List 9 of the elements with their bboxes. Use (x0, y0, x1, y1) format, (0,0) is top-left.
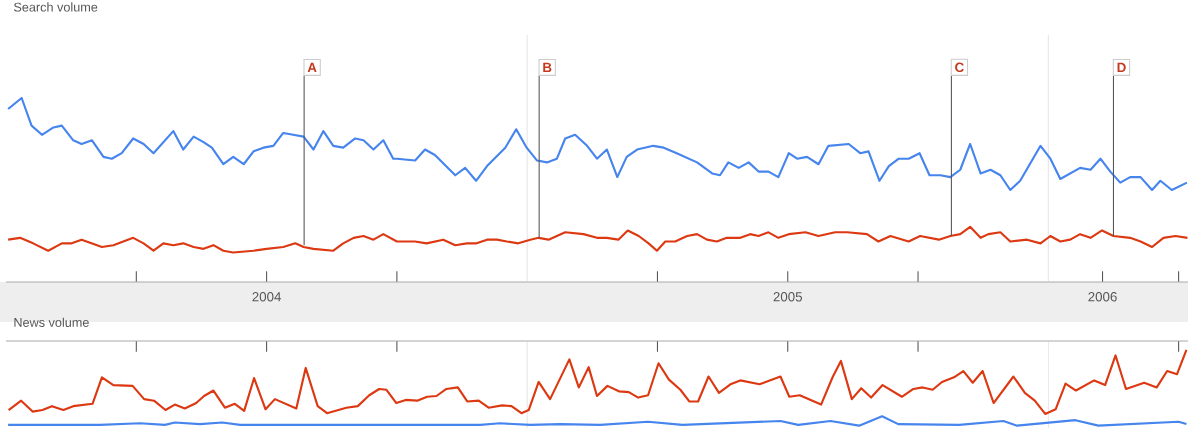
x-tick-label: 2006 (1088, 292, 1117, 302)
x-tick-label: 2005 (773, 292, 803, 302)
chart-title: News volume (14, 317, 89, 327)
x-tick-label: 2004 (252, 292, 282, 302)
annotation: B (543, 62, 552, 73)
annotation: A (307, 62, 317, 73)
annotation: C (955, 62, 964, 73)
annotation: D (1117, 62, 1126, 73)
chart-title: Search volume (13, 2, 98, 12)
